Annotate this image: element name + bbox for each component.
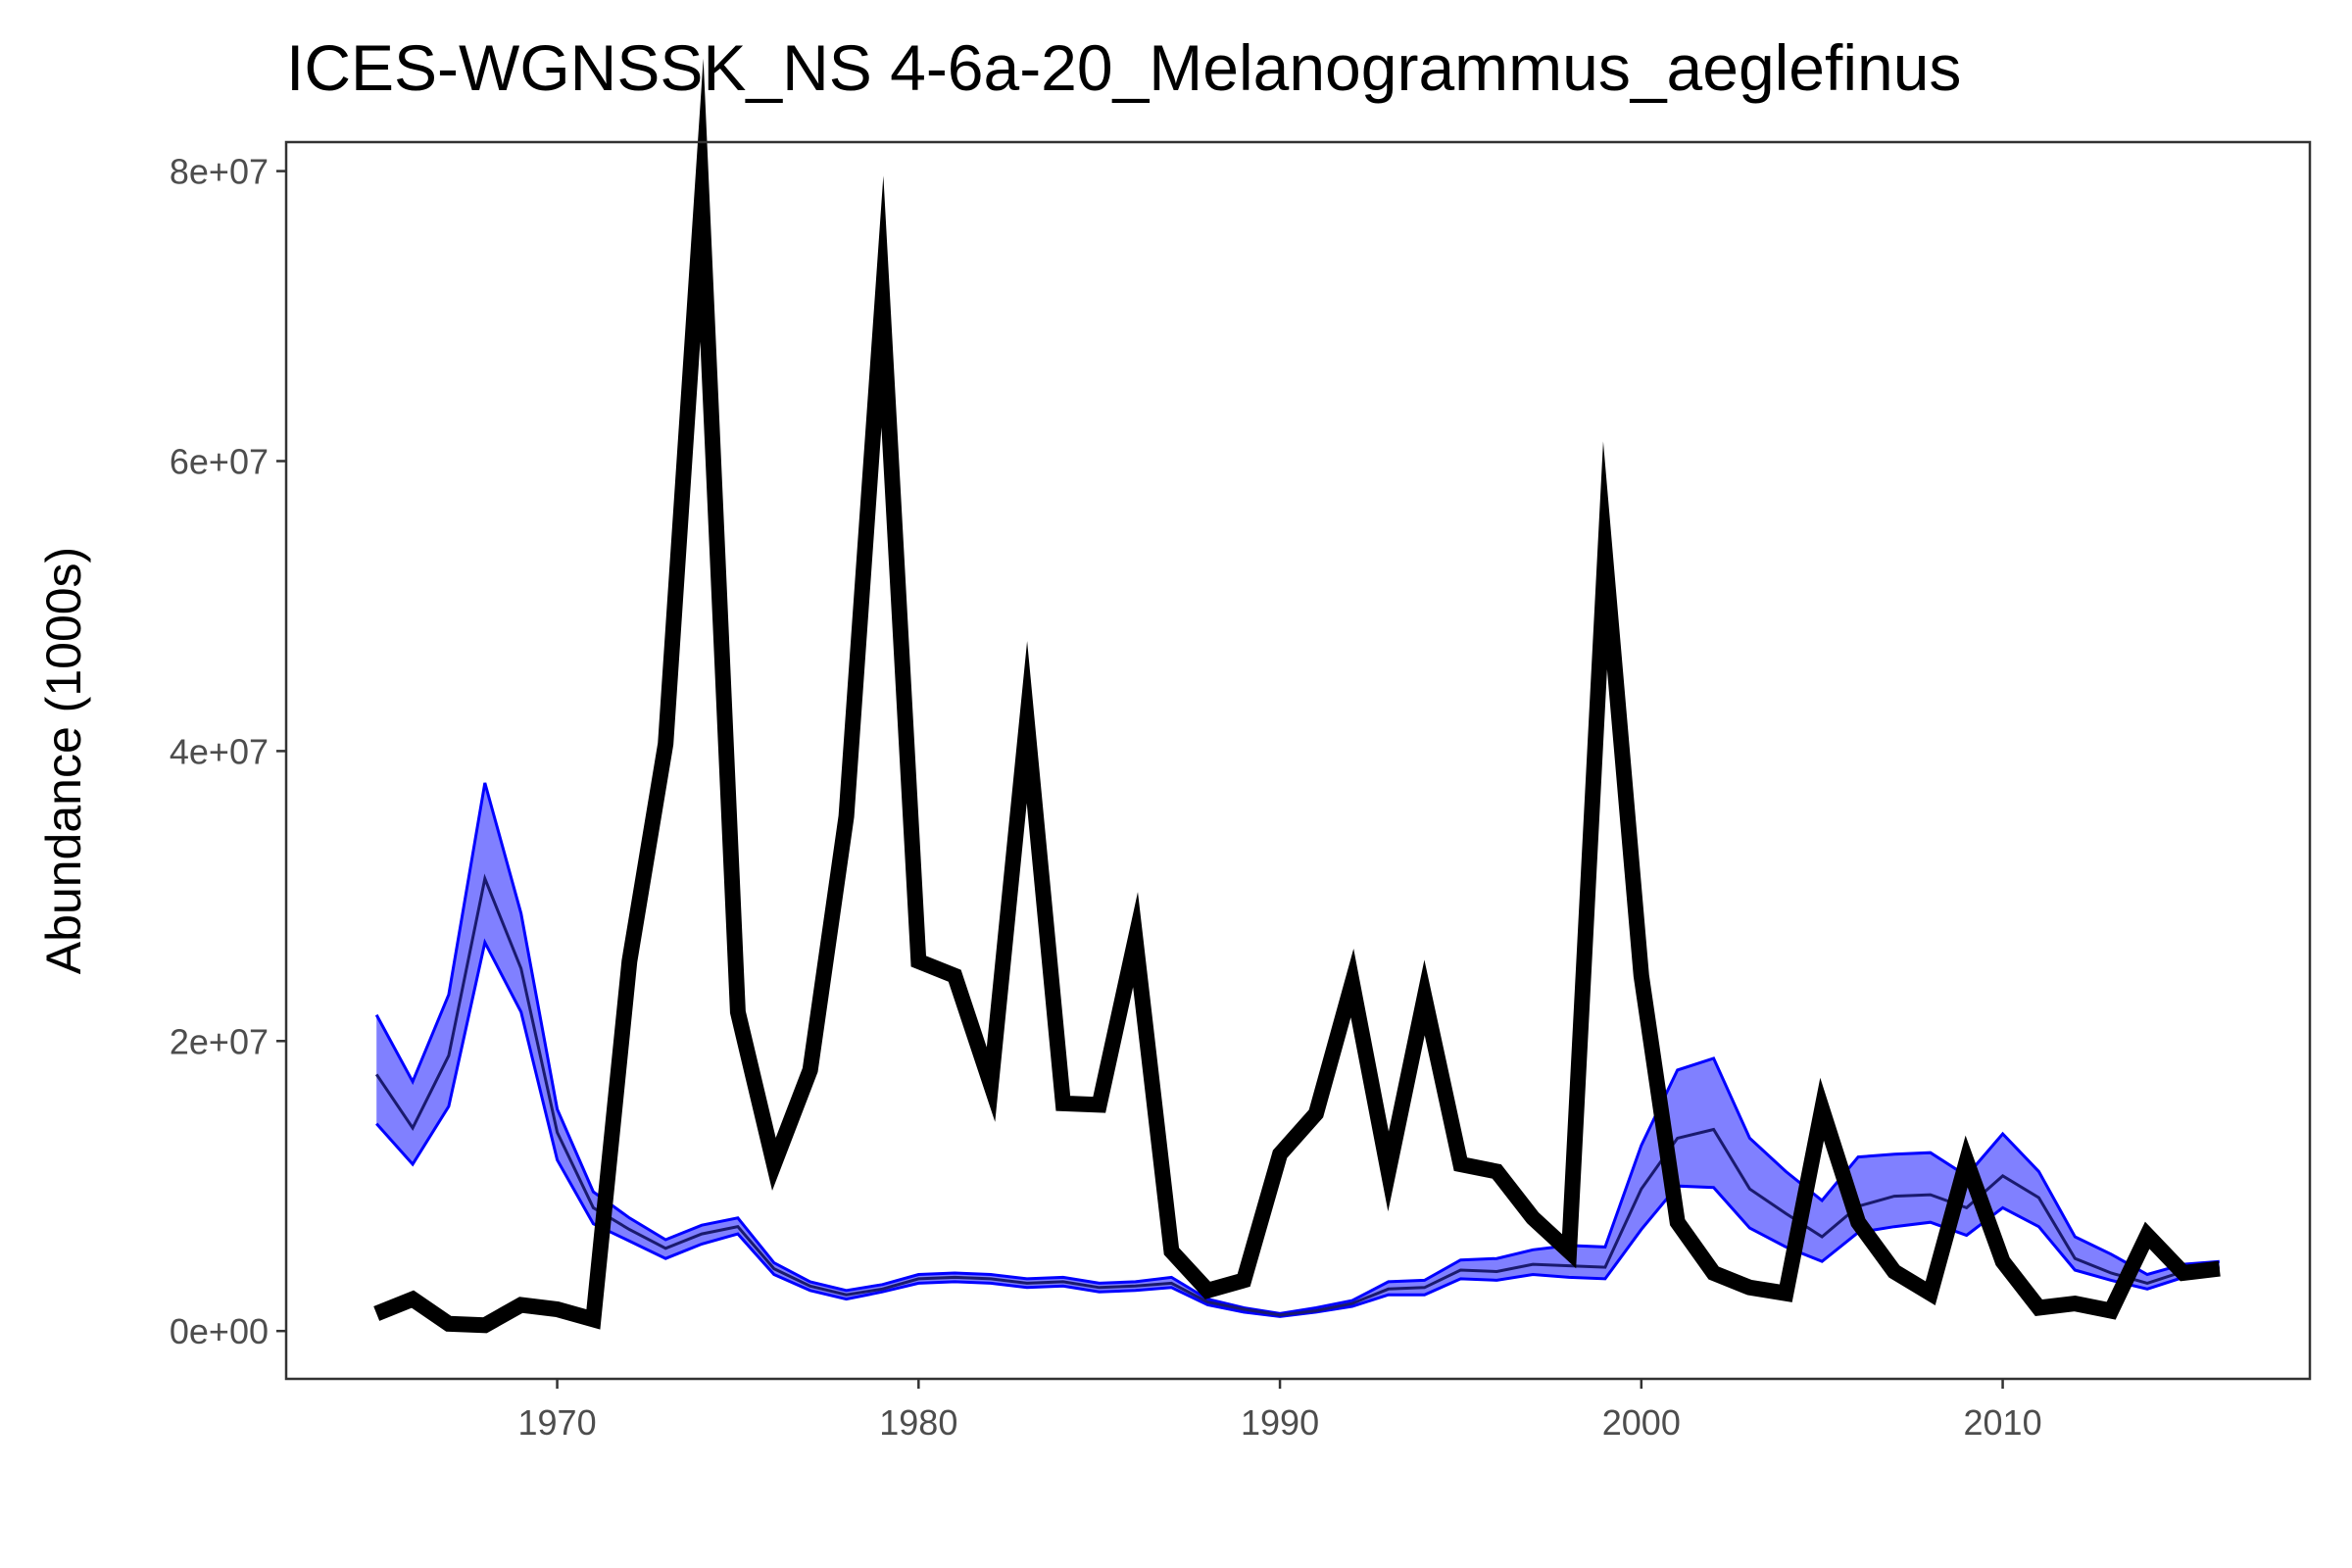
y-tick-label: 6e+07	[170, 441, 269, 481]
model-interval-band	[376, 782, 2220, 1317]
y-tick-label: 8e+07	[170, 152, 269, 192]
plot-panel-border	[284, 140, 2312, 1381]
model-median-line	[374, 873, 2220, 1317]
y-tick-label: 2e+07	[170, 1021, 269, 1061]
x-tick-label: 2000	[1602, 1402, 1681, 1443]
y-tick-label: 4e+07	[170, 731, 269, 771]
model-upper-line	[374, 782, 2220, 1315]
chart-title: ICES-WGNSSK_NS 4-6a-20_Melanogrammus_aeg…	[286, 31, 1961, 104]
x-tick-label: 1970	[518, 1402, 597, 1443]
x-tick-label: 2010	[1964, 1402, 2042, 1443]
y-tick-label: 0e+00	[170, 1311, 269, 1351]
y-axis-title: Abundance (1000s)	[36, 547, 91, 974]
x-tick-label: 1980	[879, 1402, 957, 1443]
series-line-layer	[373, 58, 2221, 1334]
x-tick-label: 1990	[1241, 1402, 1319, 1443]
observed-abundance-line	[373, 58, 2221, 1334]
axes-layer: 0e+00 2e+07 4e+07 6e+07 8e+07 1970 1980 1990 200…	[170, 152, 2042, 1443]
